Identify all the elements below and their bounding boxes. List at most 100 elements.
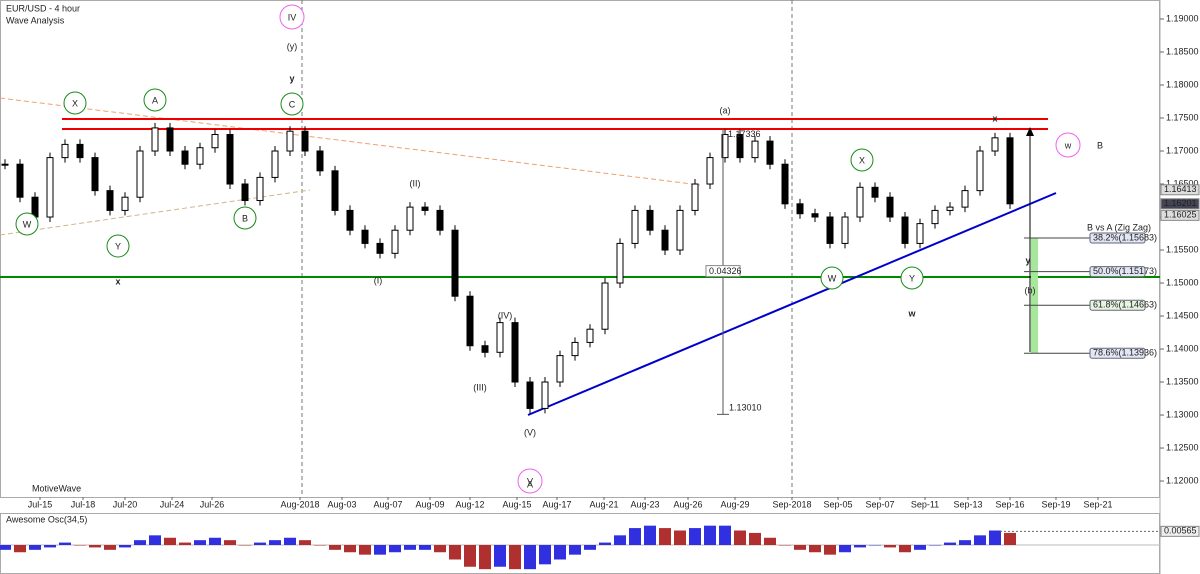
wave-circle — [15, 212, 39, 236]
wave-circle — [63, 91, 87, 115]
candle — [616, 242, 624, 284]
wave-label: w — [1064, 140, 1072, 150]
candle — [136, 150, 144, 198]
osc-bar — [914, 545, 926, 550]
osc-bar — [554, 545, 566, 560]
candle — [376, 242, 384, 254]
candle — [736, 134, 744, 159]
candle — [331, 170, 339, 211]
candle — [886, 196, 894, 218]
candle — [31, 196, 39, 218]
osc-bar — [404, 545, 416, 550]
osc-bar — [269, 540, 281, 545]
y-tick-label: 1.16500 — [1166, 178, 1199, 188]
candle — [721, 134, 729, 159]
x-tick-label: Sep-21 — [1083, 499, 1112, 509]
watermark: MotiveWave — [32, 483, 81, 493]
osc-bar — [824, 545, 836, 555]
measure-label: 0.04326 — [709, 266, 742, 276]
osc-bar — [374, 545, 386, 555]
x-tick-label: Sep-07 — [865, 499, 894, 509]
candle — [421, 206, 429, 211]
wave-label: W — [23, 219, 32, 229]
osc-bar — [569, 545, 581, 555]
candle — [541, 381, 549, 409]
osc-bar — [674, 530, 686, 545]
x-tick-label: Jul-15 — [28, 499, 53, 509]
osc-bar — [539, 545, 551, 565]
candle — [496, 322, 504, 353]
candle — [826, 216, 834, 244]
wave-label: (V) — [524, 427, 536, 437]
candle — [661, 229, 669, 251]
osc-bar — [209, 537, 221, 545]
osc-bar — [104, 545, 116, 550]
candle — [181, 150, 189, 165]
x-tick-label: Sep-11 — [911, 499, 939, 509]
price-tag-label: 1.16413 — [1164, 184, 1197, 194]
osc-bar — [509, 545, 521, 570]
wave-label: (II) — [410, 178, 421, 188]
osc-bar — [689, 528, 701, 545]
candle — [346, 209, 354, 231]
osc-bar — [974, 535, 986, 545]
wave-label: y — [289, 73, 294, 83]
osc-bar — [494, 545, 506, 567]
candle — [61, 143, 69, 159]
x-tick-label: Aug-07 — [373, 499, 402, 509]
candle — [316, 150, 324, 172]
candle — [226, 134, 234, 185]
wave-circle — [279, 4, 305, 30]
y-tick-label: 1.14500 — [1166, 310, 1199, 320]
osc-bar — [89, 545, 101, 548]
osc-bar — [884, 545, 896, 548]
osc-bar — [164, 537, 176, 545]
y-tick-label: 1.18000 — [1166, 79, 1199, 89]
y-tick-label: 1.13500 — [1166, 376, 1199, 386]
osc-bar — [59, 542, 71, 545]
x-tick-label: Jul-20 — [113, 499, 138, 509]
x-tick-label: Sep-05 — [823, 499, 852, 509]
wave-label: (b) — [1025, 285, 1036, 295]
wave-label: y — [1025, 255, 1030, 265]
candle — [871, 186, 879, 198]
osc-bar — [284, 537, 296, 545]
osc-bar — [314, 545, 326, 546]
osc-bar — [659, 528, 671, 545]
osc-bar — [869, 545, 881, 546]
x-tick-label: Sep-13 — [953, 499, 982, 509]
wave-circle — [233, 206, 257, 230]
candle — [391, 229, 399, 254]
candle — [781, 163, 789, 205]
candle — [916, 223, 924, 244]
osc-bar — [254, 542, 266, 545]
x-tick-label: Jul-26 — [200, 499, 225, 509]
candle — [256, 176, 264, 202]
y-tick-label: 1.12500 — [1166, 442, 1199, 452]
candle — [1006, 137, 1014, 205]
y-tick-label: 1.15000 — [1166, 277, 1199, 287]
candle — [91, 157, 99, 192]
wave-circle — [850, 148, 874, 172]
osc-bar — [959, 540, 971, 545]
y-tick-label: 1.14000 — [1166, 343, 1199, 353]
candle — [166, 127, 174, 152]
candle — [106, 190, 114, 211]
candle — [211, 134, 219, 149]
wave-label: (IV) — [498, 310, 513, 320]
fib-label: 50.0%(1.15173) — [1093, 266, 1157, 276]
x-tick-label: Sep-16 — [995, 499, 1024, 509]
wave-label: Y — [115, 241, 121, 251]
candle — [571, 341, 579, 357]
trend-line — [527, 192, 1057, 416]
wave-label: (III) — [473, 382, 487, 392]
chart-subtitle: Wave Analysis — [6, 15, 65, 25]
x-tick-label: Aug-17 — [542, 499, 571, 509]
wave-circle — [820, 266, 844, 290]
osc-bar — [899, 545, 911, 553]
osc-bar — [719, 525, 731, 545]
candle — [286, 130, 294, 152]
osc-bar — [134, 540, 146, 545]
wave-circle — [106, 234, 130, 258]
osc-bar — [149, 535, 161, 545]
